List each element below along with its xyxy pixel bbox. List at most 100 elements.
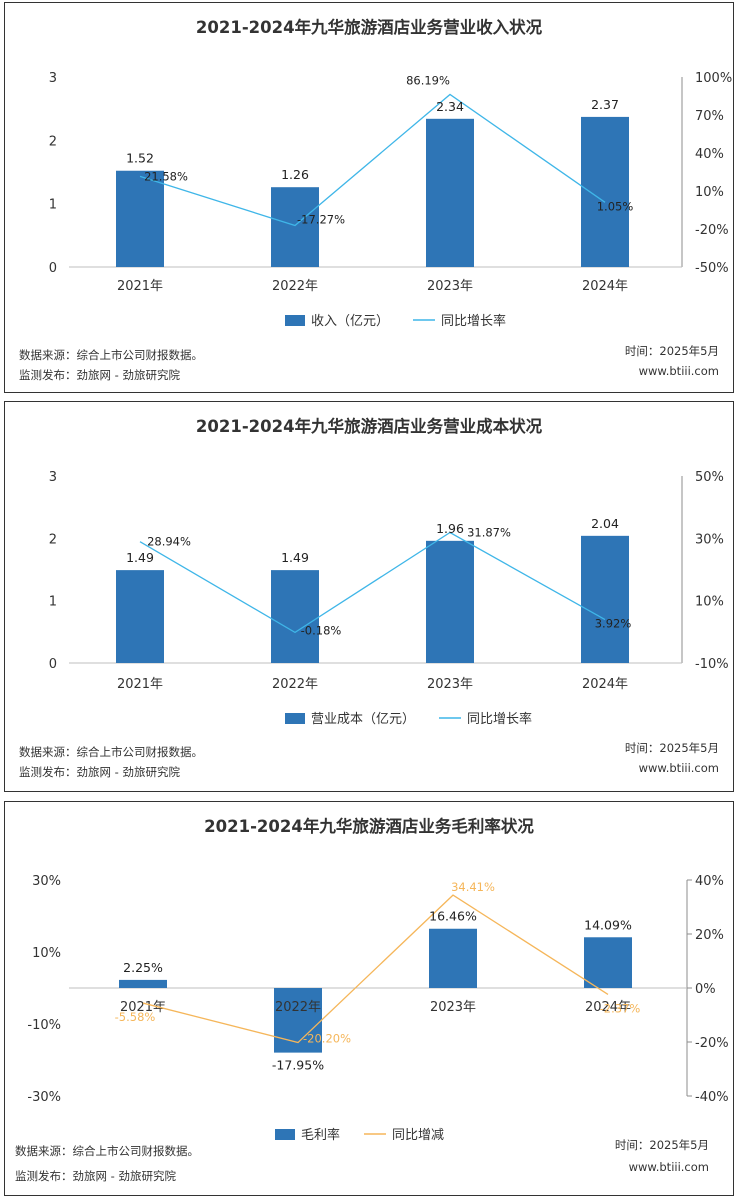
legend-bar-swatch	[285, 713, 305, 724]
line-value-label: 3.92%	[595, 617, 632, 631]
publisher-text: 监测发布：劲旅网 - 劲旅研究院	[15, 1169, 176, 1183]
cost-chart: 2021-2024年九华旅游酒店业务营业成本状况 0 1 2 3 -10% 10% 30% 50…	[49, 416, 729, 727]
line-value-label: -5.58%	[115, 1010, 156, 1024]
bar	[116, 170, 164, 267]
category-label: 2022年	[275, 1000, 321, 1015]
right-axis-tick-label: -10%	[695, 657, 729, 672]
bar-value-label: 2.25%	[123, 960, 163, 975]
line-value-label: -2.37%	[600, 1001, 641, 1015]
bar-value-label: 1.52	[126, 151, 154, 166]
left-axis-tick-label: 0	[49, 261, 57, 276]
data-source-text: 数据来源：综合上市公司财报数据。	[19, 348, 203, 362]
bar-value-label: 1.96	[436, 521, 464, 536]
bar	[119, 979, 167, 988]
legend-bar-label: 营业成本（亿元）	[311, 712, 415, 727]
right-axis-tick-label: 20%	[695, 928, 724, 943]
date-text: 时间：2025年5月	[624, 741, 719, 755]
line-value-label: -20.20%	[303, 1032, 351, 1046]
left-axis-tick-label: 10%	[32, 946, 61, 961]
left-axis-tick-label: 30%	[32, 874, 61, 889]
category-label: 2024年	[582, 279, 628, 294]
legend-bar-swatch	[285, 315, 305, 326]
bar-value-label: 14.09%	[584, 917, 632, 932]
chart-title: 2021-2024年九华旅游酒店业务营业成本状况	[196, 416, 543, 436]
right-axis-tick-label: 100%	[695, 71, 732, 86]
bar-value-label: 1.49	[126, 550, 154, 565]
line-value-label: -0.18%	[301, 623, 342, 637]
cost-chart-panel: 2021-2024年九华旅游酒店业务营业成本状况 0 1 2 3 -10% 10% 30% 50…	[4, 401, 734, 792]
publisher-text: 监测发布：劲旅网 - 劲旅研究院	[19, 368, 180, 382]
left-axis-tick-label: 0	[49, 657, 57, 672]
left-axis-tick-label: 1	[49, 595, 57, 610]
category-label: 2022年	[272, 279, 318, 294]
right-axis-tick-label: -20%	[695, 223, 729, 238]
bar	[271, 570, 319, 663]
category-label: 2023年	[427, 279, 473, 294]
right-axis-tick-label: 70%	[695, 109, 724, 124]
gross-margin-chart: 2021-2024年九华旅游酒店业务毛利率状况 -30% -10% 10% 30% -40…	[27, 816, 729, 1143]
bar-value-label: -17.95%	[272, 1058, 324, 1073]
left-axis-tick-label: 2	[49, 532, 57, 547]
legend-line-label: 同比增长率	[441, 313, 506, 329]
right-axis-tick-label: 40%	[695, 147, 724, 162]
website-text: www.btiii.com	[638, 761, 719, 775]
bar	[429, 928, 477, 988]
bar	[426, 540, 474, 663]
category-label: 2024年	[585, 1000, 631, 1015]
line-value-label: 86.19%	[406, 73, 450, 87]
line-value-label: 1.05%	[597, 199, 634, 213]
bar	[426, 118, 474, 267]
bar	[271, 187, 319, 267]
data-source-text: 数据来源：综合上市公司财报数据。	[19, 745, 203, 759]
category-label: 2024年	[582, 677, 628, 692]
bar	[581, 116, 629, 268]
right-axis-tick-label: 0%	[695, 982, 716, 997]
bar-value-label: 16.46%	[429, 909, 477, 924]
left-axis-tick-label: 3	[49, 470, 57, 485]
category-label: 2023年	[427, 677, 473, 692]
bar-value-label: 2.34	[436, 99, 464, 114]
left-axis-tick-label: 3	[49, 71, 57, 86]
category-label: 2023年	[430, 1000, 476, 1015]
data-source-text: 数据来源：综合上市公司财报数据。	[15, 1144, 199, 1158]
bar-value-label: 2.04	[591, 516, 619, 531]
growth-line	[139, 93, 606, 227]
date-text: 时间：2025年5月	[614, 1138, 709, 1152]
bar	[581, 535, 629, 663]
legend-bar-label: 毛利率	[301, 1127, 340, 1143]
line-value-label: 28.94%	[147, 535, 191, 549]
line-value-label: 21.58%	[144, 169, 188, 183]
right-axis-tick-label: -50%	[695, 261, 729, 276]
line-value-label: 34.41%	[451, 880, 495, 894]
revenue-chart-panel: 2021-2024年九华旅游酒店业务营业收入状况 0 1 2 3 -50% -20% 10% 4…	[4, 2, 734, 393]
left-axis-tick-label: -10%	[27, 1018, 61, 1033]
legend-bar-label: 收入（亿元）	[311, 314, 389, 329]
right-axis-tick-label: -40%	[695, 1090, 729, 1105]
category-label: 2022年	[272, 677, 318, 692]
growth-line	[139, 531, 606, 634]
bar	[584, 937, 632, 988]
bar-value-label: 2.37	[591, 97, 619, 112]
left-axis-tick-label: -30%	[27, 1090, 61, 1105]
category-label: 2021年	[120, 1000, 166, 1015]
line-value-label: 31.87%	[467, 526, 511, 540]
right-axis-tick-label: 50%	[695, 470, 724, 485]
legend-line-label: 同比增减	[392, 1128, 444, 1143]
line-value-label: -17.27%	[297, 213, 345, 227]
website-text: www.btiii.com	[628, 1160, 709, 1174]
right-axis-tick-label: -20%	[695, 1036, 729, 1051]
category-label: 2021年	[117, 279, 163, 294]
bar-value-label: 1.26	[281, 167, 309, 182]
gross-margin-chart-panel: 2021-2024年九华旅游酒店业务毛利率状况 -30% -10% 10% 30% -40…	[4, 801, 734, 1196]
legend-line-label: 同比增长率	[467, 711, 532, 727]
left-axis-tick-label: 1	[49, 198, 57, 213]
growth-line	[142, 894, 609, 1044]
legend-bar-swatch	[275, 1129, 295, 1140]
website-text: www.btiii.com	[638, 364, 719, 378]
publisher-text: 监测发布：劲旅网 - 劲旅研究院	[19, 765, 180, 779]
date-text: 时间：2025年5月	[624, 344, 719, 358]
revenue-chart: 2021-2024年九华旅游酒店业务营业收入状况 0 1 2 3 -50% -20% 10% 4…	[49, 17, 732, 329]
category-label: 2021年	[117, 677, 163, 692]
bar-value-label: 1.49	[281, 550, 309, 565]
right-axis-tick-label: 10%	[695, 595, 724, 610]
